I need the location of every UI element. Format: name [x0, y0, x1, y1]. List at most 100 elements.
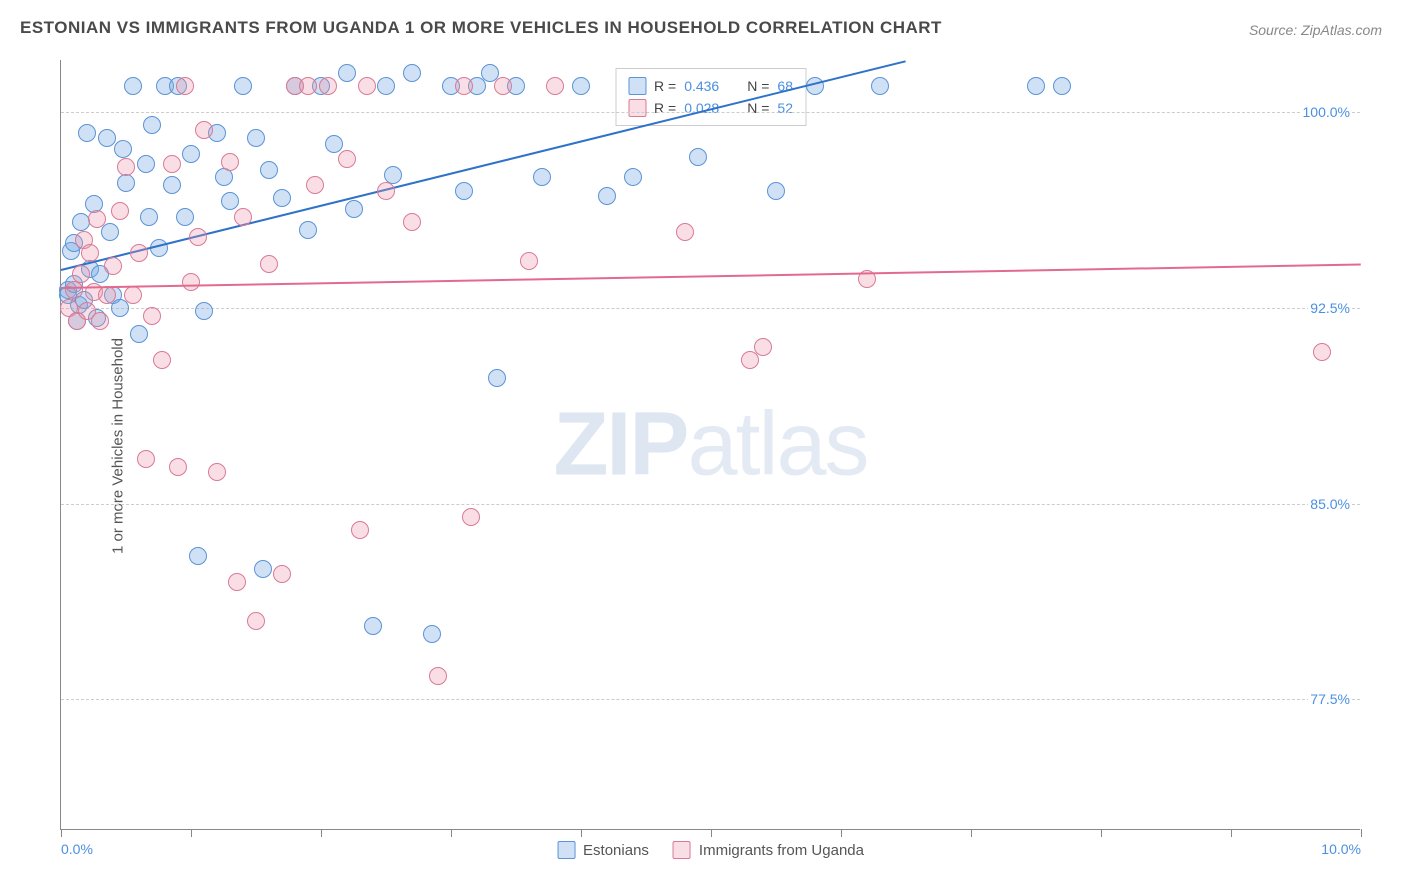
- data-point: [624, 168, 642, 186]
- x-tick-label: 10.0%: [1321, 841, 1361, 857]
- data-point: [676, 223, 694, 241]
- data-point: [221, 153, 239, 171]
- legend-swatch: [673, 841, 691, 859]
- y-tick-label: 92.5%: [1308, 300, 1352, 316]
- legend-item: Estonians: [557, 841, 649, 859]
- x-tick: [581, 829, 582, 837]
- legend-series-name: Immigrants from Uganda: [699, 842, 864, 859]
- data-point: [195, 302, 213, 320]
- data-point: [182, 273, 200, 291]
- series-legend: Estonians Immigrants from Uganda: [557, 841, 864, 859]
- data-point: [65, 281, 83, 299]
- x-tick: [61, 829, 62, 837]
- data-point: [208, 463, 226, 481]
- y-tick-label: 77.5%: [1308, 691, 1352, 707]
- watermark-bold: ZIP: [553, 394, 687, 494]
- data-point: [72, 265, 90, 283]
- data-point: [88, 210, 106, 228]
- data-point: [140, 208, 158, 226]
- data-point: [462, 508, 480, 526]
- x-tick: [971, 829, 972, 837]
- data-point: [377, 77, 395, 95]
- gridline: [61, 308, 1360, 309]
- data-point: [338, 64, 356, 82]
- legend-item: Immigrants from Uganda: [673, 841, 864, 859]
- data-point: [117, 174, 135, 192]
- data-point: [767, 182, 785, 200]
- x-tick: [841, 829, 842, 837]
- data-point: [137, 450, 155, 468]
- data-point: [403, 213, 421, 231]
- data-point: [488, 369, 506, 387]
- data-point: [195, 121, 213, 139]
- legend-swatch: [628, 99, 646, 117]
- data-point: [111, 202, 129, 220]
- gridline: [61, 699, 1360, 700]
- x-tick-label: 0.0%: [61, 841, 93, 857]
- plot-area: ZIPatlas R = 0.436N = 68R = 0.028N = 52 …: [60, 60, 1360, 830]
- data-point: [215, 168, 233, 186]
- data-point: [351, 521, 369, 539]
- data-point: [176, 77, 194, 95]
- data-point: [247, 129, 265, 147]
- legend-n-value: 52: [777, 100, 793, 116]
- data-point: [221, 192, 239, 210]
- x-tick: [191, 829, 192, 837]
- data-point: [299, 221, 317, 239]
- data-point: [520, 252, 538, 270]
- data-point: [273, 189, 291, 207]
- data-point: [101, 223, 119, 241]
- data-point: [260, 161, 278, 179]
- data-point: [143, 307, 161, 325]
- data-point: [533, 168, 551, 186]
- y-tick-label: 100.0%: [1301, 104, 1352, 120]
- source-label: Source: ZipAtlas.com: [1249, 22, 1382, 38]
- data-point: [130, 244, 148, 262]
- data-point: [871, 77, 889, 95]
- data-point: [345, 200, 363, 218]
- gridline: [61, 504, 1360, 505]
- data-point: [234, 77, 252, 95]
- chart-title: ESTONIAN VS IMMIGRANTS FROM UGANDA 1 OR …: [20, 18, 942, 38]
- data-point: [78, 124, 96, 142]
- gridline: [61, 112, 1360, 113]
- watermark: ZIPatlas: [553, 393, 867, 496]
- data-point: [358, 77, 376, 95]
- data-point: [143, 116, 161, 134]
- data-point: [91, 312, 109, 330]
- data-point: [117, 158, 135, 176]
- legend-swatch: [628, 77, 646, 95]
- data-point: [423, 625, 441, 643]
- data-point: [319, 77, 337, 95]
- data-point: [114, 140, 132, 158]
- data-point: [98, 129, 116, 147]
- trend-line: [61, 264, 1361, 289]
- data-point: [124, 77, 142, 95]
- data-point: [338, 150, 356, 168]
- data-point: [163, 155, 181, 173]
- data-point: [1313, 343, 1331, 361]
- data-point: [377, 182, 395, 200]
- data-point: [403, 64, 421, 82]
- data-point: [1027, 77, 1045, 95]
- data-point: [598, 187, 616, 205]
- data-point: [124, 286, 142, 304]
- data-point: [572, 77, 590, 95]
- data-point: [153, 351, 171, 369]
- data-point: [72, 213, 90, 231]
- data-point: [254, 560, 272, 578]
- x-tick: [321, 829, 322, 837]
- data-point: [189, 228, 207, 246]
- data-point: [81, 244, 99, 262]
- x-tick: [451, 829, 452, 837]
- data-point: [247, 612, 265, 630]
- data-point: [234, 208, 252, 226]
- data-point: [130, 325, 148, 343]
- legend-r-value: 0.436: [684, 78, 719, 94]
- legend-r-label: R =: [654, 78, 676, 94]
- legend-n-label: N =: [747, 78, 769, 94]
- watermark-light: atlas: [687, 394, 867, 494]
- x-tick: [1231, 829, 1232, 837]
- data-point: [260, 255, 278, 273]
- data-point: [228, 573, 246, 591]
